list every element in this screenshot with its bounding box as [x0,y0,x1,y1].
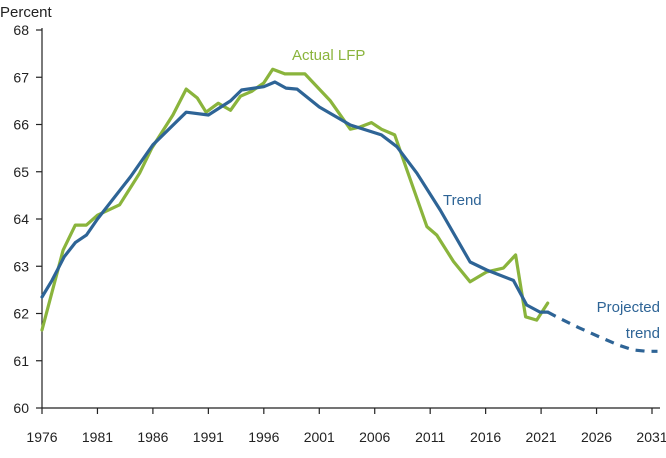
y-tick-label: 68 [13,22,29,38]
x-tick-label: 2021 [526,429,557,445]
y-tick-label: 60 [13,400,29,416]
trend-line [40,80,550,314]
y-tick-label: 64 [13,211,29,227]
y-tick-label: 66 [13,117,29,133]
tick-labels: 60 61 62 63 64 65 66 67 68 1976 1981 1986 1991 1996 20… [13,22,666,445]
label-projected-trend: trend [626,325,660,342]
x-tick-label: 2026 [581,429,612,445]
x-tick-label: 2016 [470,429,501,445]
series-lines [40,67,658,353]
axes [36,28,660,414]
projected-trend-line [546,310,658,353]
label-trend: Trend [443,192,482,209]
y-tick-label: 61 [13,353,29,369]
x-tick-label: 1976 [26,429,57,445]
x-tick-label: 1991 [193,429,224,445]
y-tick-label: 62 [13,306,29,322]
actual-lfp-line [40,67,550,332]
x-tick-label: 1981 [82,429,113,445]
y-tick-label: 67 [13,69,29,85]
x-tick-label: 2031 [636,429,666,445]
label-actual-lfp: Actual LFP [292,47,365,64]
y-axis-label: Percent [0,4,53,21]
x-tick-label: 2006 [359,429,390,445]
y-tick-label: 63 [13,258,29,274]
x-tick-label: 1986 [137,429,168,445]
x-tick-label: 1996 [248,429,279,445]
x-tick-label: 2011 [415,429,445,445]
x-tick-label: 2001 [304,429,335,445]
y-tick-label: 65 [13,164,29,180]
label-projected: Projected [597,299,660,316]
